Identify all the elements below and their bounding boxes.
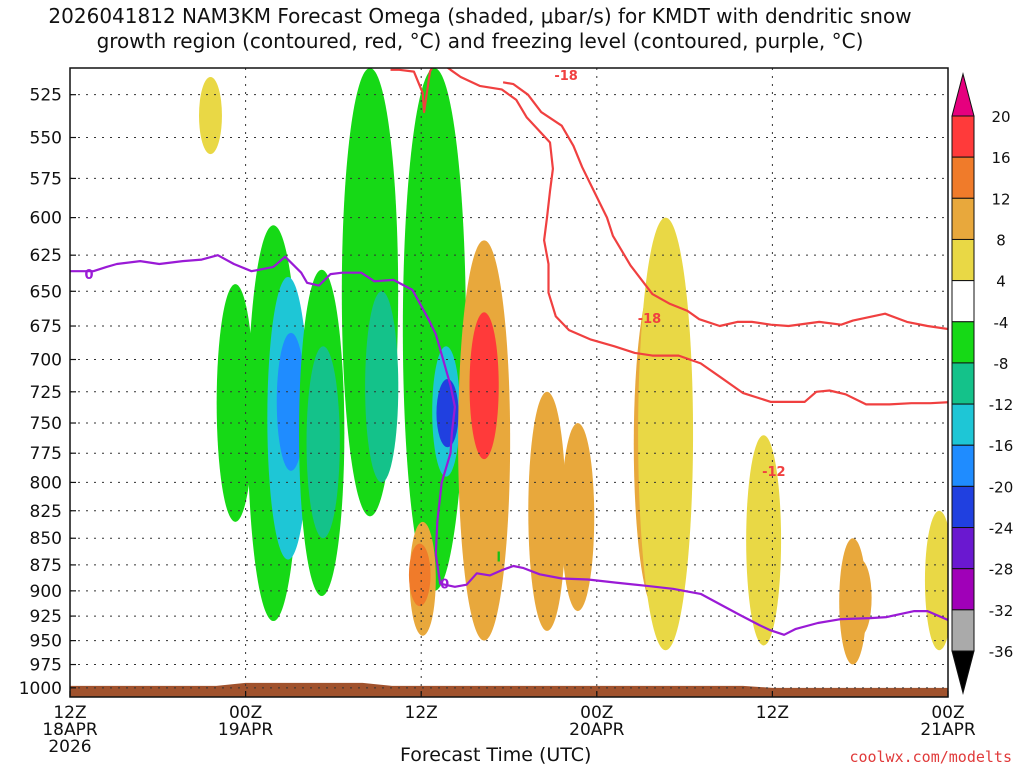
terrain-layer [70,682,948,697]
xtick-label-60-1: 21APR [920,720,976,740]
contour-label-1: 0 [440,578,449,593]
ytick-label-575: 575 [30,169,62,189]
contour-label-4: -12 [762,465,786,480]
ytick-label-775: 775 [30,444,62,464]
contour-line-1 [446,68,948,406]
colorbar-band-9 [951,485,975,529]
colorbar-band-5 [951,321,975,364]
ytick-label-700: 700 [30,351,62,371]
grid-lines [70,68,948,697]
xtick-label-0-0: 12Z [53,703,86,723]
ytick-label-825: 825 [30,502,62,522]
omega-cell-6 [306,346,340,539]
colorbar-label-6: -8 [994,355,1009,373]
ytick-label-925: 925 [30,607,62,627]
colorbar-label-4: 4 [996,273,1006,291]
contour-labels: 0 0 -18 -18 -12 l [84,69,785,592]
omega-cell-22 [848,559,872,636]
ytick-label-850: 850 [30,529,62,549]
omega-cell-11 [436,379,459,448]
xtick-label-36-1: 20APR [569,720,625,740]
omega-cell-3 [276,332,306,471]
xtick-label-24-0: 12Z [405,703,438,723]
colorbar-label-12: -32 [989,602,1014,620]
ytick-label-750: 750 [30,414,62,434]
omega-cell-13 [408,543,431,607]
omega-cell-23 [924,510,948,651]
y-axis-ticks: 525 550 575 600 625 650 675 700 725 750 775 800 825 8… [19,86,76,699]
colorbar-label-8: -16 [989,437,1014,455]
ytick-label-800: 800 [30,473,62,493]
xtick-label-48-0: 12Z [756,703,789,723]
colorbar-label-7: -12 [989,396,1014,414]
xtick-label-12-0: 00Z [229,703,262,723]
xtick-label-0-2: 2026 [48,737,91,757]
contour-lines [70,68,948,636]
colorbar-label-11: -28 [989,561,1014,579]
colorbar: 20 16 12 8 4 -4 -8 -12 -16 -20 -24 -28 -32 -36 [951,72,1014,695]
ytick-label-950: 950 [30,632,62,652]
colorbar-label-0: 20 [991,108,1010,126]
ytick-label-625: 625 [30,246,62,266]
colorbar-band-4 [951,280,975,323]
omega-cell-4 [216,284,255,522]
contour-label-2: -18 [554,69,578,84]
contour-label-0: 0 [84,268,93,283]
xtick-label-0-1: 18APR [42,720,98,740]
site-credit[interactable]: coolwx.com/modelts [849,748,1012,766]
colorbar-band-1 [951,156,975,199]
colorbar-label-9: -20 [989,478,1014,496]
colorbar-band-11 [951,568,975,611]
contour-label-5: l [497,550,501,565]
colorbar-band-10 [951,527,975,570]
contour-line-0 [70,254,948,636]
omega-cell-8 [365,291,399,483]
ytick-label-975: 975 [30,656,62,676]
ytick-label-1000: 1000 [19,679,62,699]
ytick-label-525: 525 [30,86,62,106]
x-axis-label: Forecast Time (UTC) [400,744,592,766]
terrain-fill [70,682,948,697]
omega-cell-17 [561,423,595,612]
plot-frame [69,67,949,698]
chart-title: 2026041812 NAM3KM Forecast Omega (shaded… [48,4,912,53]
ytick-label-600: 600 [30,209,62,229]
colorbar-band-3 [951,238,975,282]
colorbar-band-2 [951,197,975,240]
colorbar-over-arrow [951,72,975,117]
colorbar-band-6 [951,362,975,405]
colorbar-band-7 [951,403,975,446]
ytick-label-900: 900 [30,582,62,602]
ytick-label-650: 650 [30,282,62,302]
omega-cell-15 [469,312,499,460]
xtick-label-60-0: 00Z [931,703,964,723]
ytick-label-550: 550 [30,129,62,149]
omega-cell-20 [746,435,782,646]
xtick-label-12-1: 19APR [218,720,274,740]
colorbar-label-1: 16 [991,149,1010,167]
colorbar-label-2: 12 [991,190,1010,208]
colorbar-label-5: -4 [994,314,1009,332]
xtick-label-36-0: 00Z [580,703,613,723]
colorbar-label-13: -36 [989,643,1014,661]
omega-cell-16 [528,391,566,631]
colorbar-band-8 [951,444,975,487]
omega-cell-0 [199,76,222,155]
ytick-label-725: 725 [30,383,62,403]
contour-line-2 [502,81,948,331]
contour-label-3: -18 [638,312,662,327]
contour-line-3 [390,68,434,114]
colorbar-under-arrow [951,650,975,695]
colorbar-band-0 [951,115,975,158]
ytick-label-875: 875 [30,556,62,576]
colorbar-label-3: 8 [996,231,1006,249]
colorbar-label-10: -24 [989,520,1014,538]
ytick-label-675: 675 [30,317,62,337]
colorbar-band-12 [951,609,975,652]
